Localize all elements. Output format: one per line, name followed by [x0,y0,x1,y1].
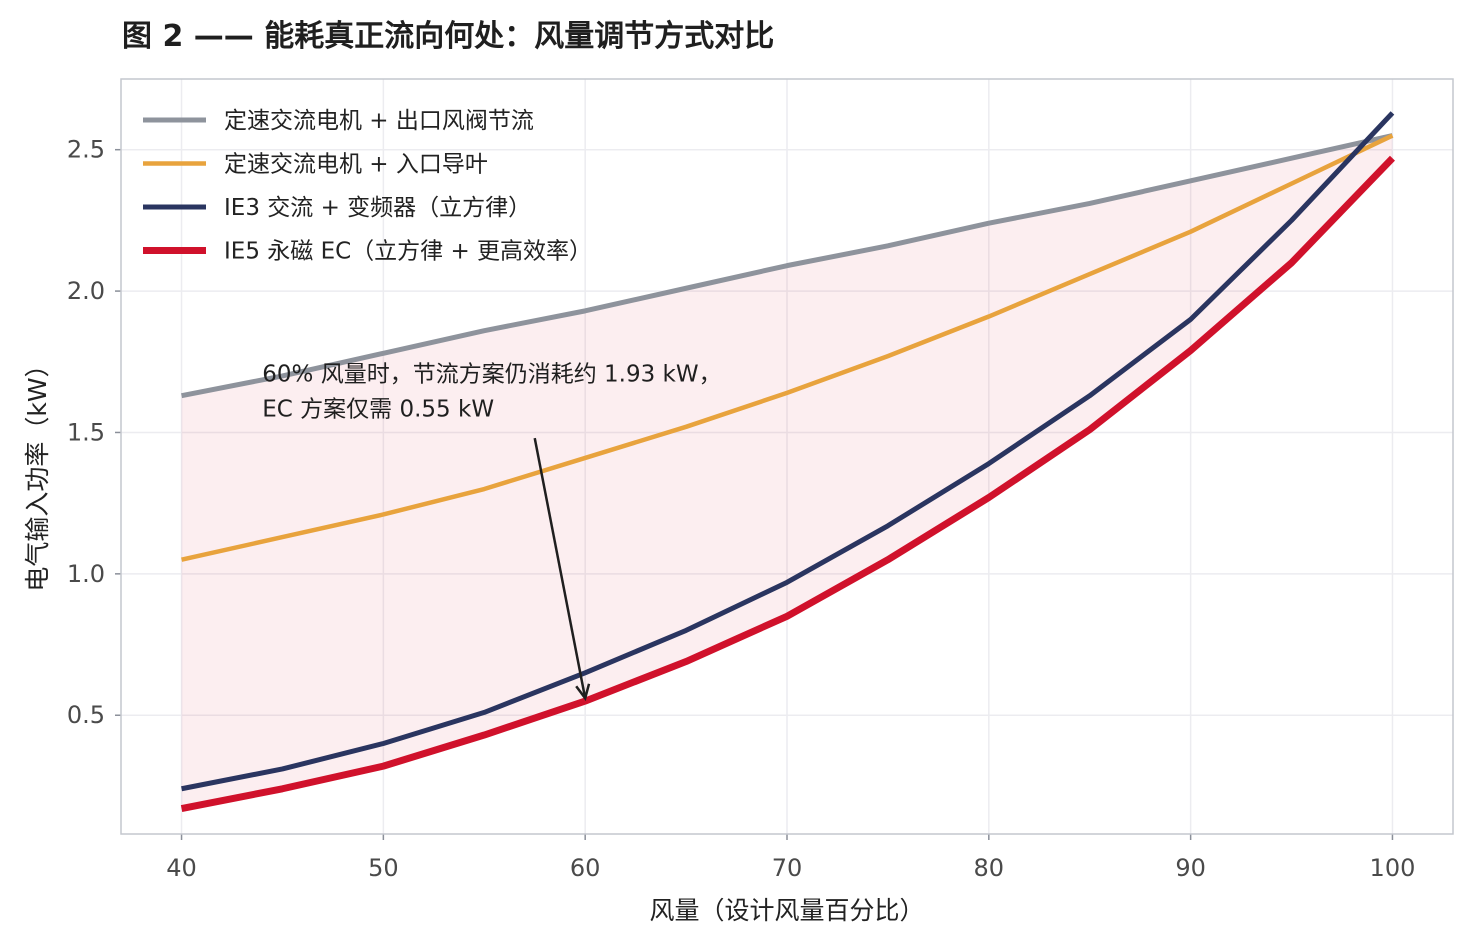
x-tick-label: 80 [974,854,1005,882]
x-tick-label: 50 [368,854,399,882]
series-line-4 [180,155,1395,812]
y-tick-label: 0.5 [67,701,105,729]
y-tick-label: 2.5 [67,136,105,164]
series-line-3 [181,111,1395,792]
y-tick-label: 2.0 [67,277,105,305]
series-line-2 [181,133,1394,562]
x-tick-label: 100 [1370,854,1416,882]
series-group [180,111,1395,812]
chart-title: 图 2 —— 能耗真正流向何处：风量调节方式对比 [122,19,774,54]
x-tick-label: 60 [570,854,601,882]
x-axis-label: 风量（设计风量百分比） [649,896,924,925]
legend-label-1: 定速交流电机 + 出口风阀节流 [224,108,534,134]
x-tick-label: 90 [1175,854,1206,882]
plot-frame [120,78,1454,835]
legend-label-3: IE3 交流 + 变频器（立方律） [224,195,531,221]
savings-area [181,135,1393,809]
legend-label-4: IE5 永磁 EC（立方律 + 更高效率） [224,239,592,265]
legend-label-2: 定速交流电机 + 入口导叶 [224,152,488,178]
annotation: 60% 风量时，节流方案仍消耗约 1.93 kW， EC 方案仅需 0.55 kW [262,362,722,702]
grid [121,79,1453,834]
y-axis-label: 电气输入功率（kW） [23,352,52,591]
annotation-text-line-2: EC 方案仅需 0.55 kW [262,397,494,423]
fill-area [181,135,1393,809]
y-tick-label: 1.5 [67,418,105,446]
x-tick-label: 70 [772,854,803,882]
annotation-arrow-shaft [533,437,587,699]
series-line-1 [181,133,1394,399]
x-tick-label: 40 [166,854,197,882]
tick-labels: 40 50 60 70 80 90 100 0.5 1.0 1.5 2.0 2.5 [67,136,1416,882]
annotation-text-line-1: 60% 风量时，节流方案仍消耗约 1.93 kW， [262,362,721,388]
y-tick-label: 1.0 [67,560,105,588]
annotation-arrow-head [575,683,591,702]
